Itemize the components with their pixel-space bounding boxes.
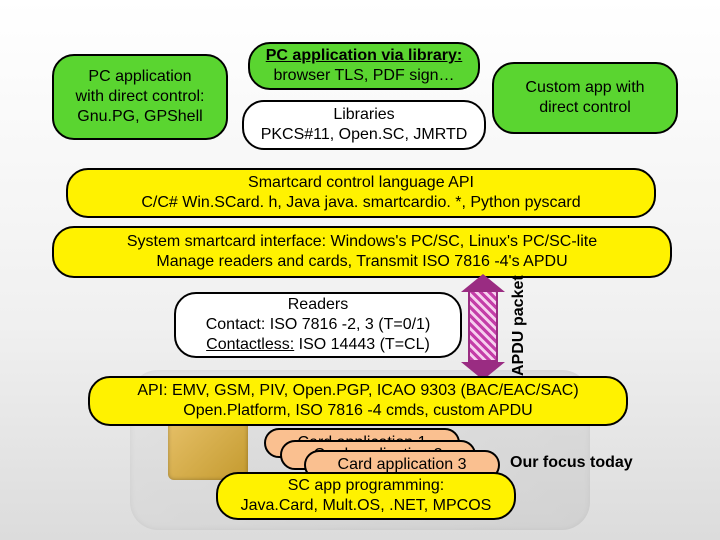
apdu-arrow-body	[468, 290, 498, 362]
sc-app-l1: SC app programming:	[288, 476, 445, 496]
sys-iface-l2: Manage readers and cards, Transmit ISO 7…	[156, 252, 567, 272]
api-strip-l2: Open.Platform, ISO 7816 -4 cmds, custom …	[183, 401, 532, 421]
custom-app-box: Custom app with direct control	[492, 62, 678, 134]
readers-l3u: Contactless:	[206, 336, 294, 353]
focus-text: Our focus today	[510, 453, 633, 473]
apdu-arrow-up-icon	[461, 274, 505, 292]
custom-l2: direct control	[539, 98, 631, 118]
pc-direct-l3: Gnu.PG, GPShell	[77, 107, 202, 127]
sc-app-l2: Java.Card, Mult.OS, .NET, MPCOS	[241, 496, 492, 516]
libraries-box: Libraries PKCS#11, Open.SC, JMRTD	[242, 100, 486, 150]
api-strip-box: API: EMV, GSM, PIV, Open.PGP, ICAO 9303 …	[88, 376, 628, 426]
pc-direct-l1: PC application	[88, 67, 191, 87]
pc-library-box: PC application via library: browser TLS,…	[248, 42, 480, 90]
readers-l2: Contact: ISO 7816 -2, 3 (T=0/1)	[206, 315, 431, 335]
pc-direct-l2: with direct control:	[76, 87, 205, 107]
libraries-l1: Libraries	[333, 105, 394, 125]
custom-l1: Custom app with	[525, 78, 644, 98]
diagram-root: { "colors": { "green": "#5ad530", "yello…	[0, 0, 720, 540]
readers-box: Readers Contact: ISO 7816 -2, 3 (T=0/1) …	[174, 292, 462, 358]
pc-direct-box: PC application with direct control: Gnu.…	[52, 54, 228, 140]
apdu-arrow	[468, 276, 498, 376]
libraries-l2: PKCS#11, Open.SC, JMRTD	[261, 125, 468, 145]
apdu-l1: APDU	[510, 331, 528, 376]
chip-contact	[168, 420, 248, 480]
lang-api-box: Smartcard control language API C/C# Win.…	[66, 168, 656, 218]
readers-l3b: ISO 14443 (T=CL)	[294, 336, 430, 353]
apdu-l2: packet	[510, 276, 528, 327]
pc-library-l1: PC application via library:	[266, 46, 463, 66]
readers-l1: Readers	[288, 295, 348, 315]
sys-iface-box: System smartcard interface: Windows's PC…	[52, 226, 672, 278]
sc-app-box: SC app programming: Java.Card, Mult.OS, …	[216, 472, 516, 520]
readers-l3: Contactless: ISO 14443 (T=CL)	[206, 335, 430, 355]
apdu-label: APDU packet	[510, 284, 528, 368]
lang-api-l1: Smartcard control language API	[248, 173, 474, 193]
pc-library-l2: browser TLS, PDF sign…	[273, 66, 454, 86]
lang-api-l2: C/C# Win.SCard. h, Java java. smartcardi…	[141, 193, 580, 213]
focus-label: Our focus today	[510, 448, 700, 478]
sys-iface-l1: System smartcard interface: Windows's PC…	[127, 232, 597, 252]
api-strip-l1: API: EMV, GSM, PIV, Open.PGP, ICAO 9303 …	[137, 381, 578, 401]
